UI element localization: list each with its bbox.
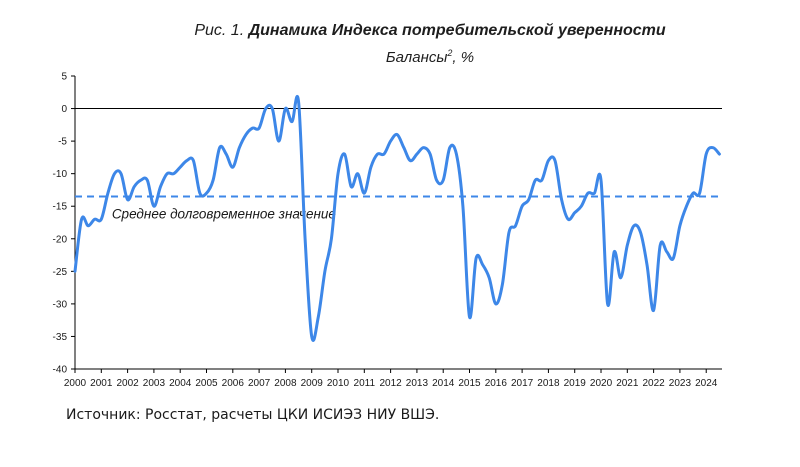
x-tick-label: 2009: [301, 378, 324, 389]
x-tick-label: 2013: [406, 378, 429, 389]
long-term-average-label: Среднее долговременное значение: [112, 206, 336, 221]
consumer-confidence-index-line: [73, 95, 721, 342]
x-tick-label: 2002: [116, 378, 139, 389]
chart-title-text: Динамика Индекса потребительской уверенн…: [248, 22, 666, 39]
chart-plot: 50-5-10-15-20-25-30-35-40 2000 2001 2002 20…: [53, 72, 722, 389]
y-tick-label: -15: [53, 202, 68, 213]
chart-title-prefix: Рис. 1.: [194, 22, 245, 39]
series-group: [73, 95, 721, 342]
y-axis: 5 0 -5 -10 -15 -20 -25 -30 -35 -40: [53, 72, 76, 376]
x-tick-label: 2022: [642, 378, 665, 389]
x-tick-label: 2021: [616, 378, 639, 389]
chart-subtitle: Балансы2, %: [180, 43, 680, 68]
x-tick-label: 2020: [590, 378, 613, 389]
x-tick-label: 2006: [222, 378, 245, 389]
chart-subtitle-text: Балансы: [385, 49, 448, 66]
chart-subtitle-footnote: 2: [447, 48, 453, 58]
x-tick-label: 2003: [143, 378, 166, 389]
chart-subtitle-unit: , %: [452, 49, 475, 66]
x-tick-label: 2005: [195, 378, 218, 389]
x-tick-label: 2010: [327, 378, 350, 389]
x-tick-label: 2017: [511, 378, 534, 389]
y-tick-label: -25: [53, 267, 68, 278]
x-tick-label: 2000: [64, 378, 87, 389]
y-tick-label: -30: [53, 299, 68, 310]
x-tick-label: 2014: [432, 378, 455, 389]
y-tick-label: 5: [61, 72, 67, 83]
y-tick-label: 0: [61, 104, 67, 115]
x-tick-label: 2015: [458, 378, 481, 389]
x-tick-label: 2011: [354, 378, 376, 389]
x-tick-label: 2018: [537, 378, 560, 389]
x-tick-label: 2004: [169, 378, 192, 389]
y-tick-label: -10: [53, 169, 68, 180]
x-tick-label: 2008: [274, 378, 297, 389]
chart-title-block: Рис. 1. Динамика Индекса потребительской…: [180, 20, 680, 68]
x-tick-label: 2007: [248, 378, 271, 389]
x-tick-label: 2024: [695, 378, 718, 389]
x-tick-label: 2012: [379, 378, 402, 389]
x-tick-label: 2016: [485, 378, 508, 389]
x-axis: 2000 2001 2002 2003 2004 2005 2006 2007 2008 2009…: [64, 108, 722, 389]
y-tick-label: -35: [53, 332, 68, 343]
x-tick-label: 2019: [564, 378, 587, 389]
x-tick-label: 2001: [90, 378, 113, 389]
source-note: Источник: Росстат, расчеты ЦКИ ИСИЭЗ НИУ…: [66, 407, 440, 423]
reference-line-group: Среднее долговременное значение: [75, 195, 722, 221]
chart-title: Рис. 1. Динамика Индекса потребительской…: [180, 20, 680, 41]
y-tick-label: -40: [53, 365, 68, 376]
y-tick-label: -5: [58, 137, 67, 148]
x-tick-label: 2023: [669, 378, 692, 389]
y-tick-label: -20: [53, 234, 68, 245]
